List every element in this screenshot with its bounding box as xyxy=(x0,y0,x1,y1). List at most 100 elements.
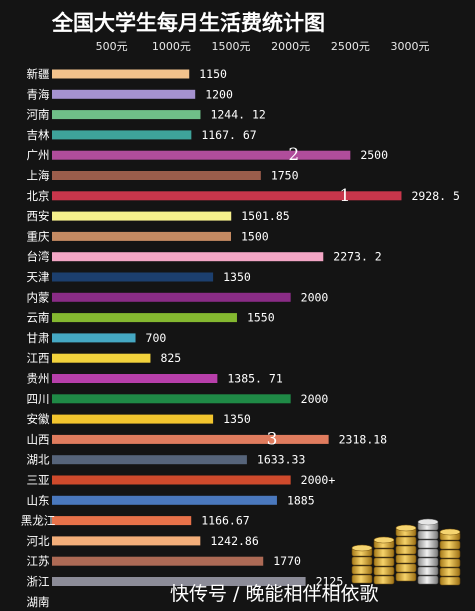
rank-annotations: 1 2 3 xyxy=(267,145,351,449)
category-label: 云南 xyxy=(27,311,50,325)
bar xyxy=(52,414,214,424)
bar xyxy=(52,150,351,160)
category-label: 北京 xyxy=(27,189,50,203)
value-label: 2125 xyxy=(316,575,344,589)
bar xyxy=(52,130,192,140)
category-label: 江西 xyxy=(27,351,50,365)
bar xyxy=(52,110,201,120)
coin-icon xyxy=(395,536,417,546)
value-label: 1385. 71 xyxy=(227,372,282,386)
coin-top-icon xyxy=(373,536,395,544)
category-label: 河北 xyxy=(27,534,50,548)
coin-icon xyxy=(351,556,373,566)
category-label: 山东 xyxy=(27,493,50,507)
rank-annotation: 1 xyxy=(339,186,350,206)
category-label: 江苏 xyxy=(27,554,50,568)
coin-icon xyxy=(417,530,439,540)
rank-annotation: 2 xyxy=(288,145,299,165)
value-label: 1885 xyxy=(287,493,315,507)
value-label: 2000 xyxy=(301,392,329,406)
value-label: 2500 xyxy=(360,148,388,162)
coin-icon xyxy=(373,566,395,576)
value-label: 1770 xyxy=(273,554,301,568)
coin-icon xyxy=(373,575,395,585)
value-label: 2273. 2 xyxy=(333,250,381,264)
value-label: 2000+ xyxy=(301,473,336,487)
category-label: 台湾 xyxy=(27,250,50,264)
coin-icon xyxy=(439,567,461,577)
category-label: 黑龙江 xyxy=(21,514,56,528)
value-label: 1350 xyxy=(223,270,251,284)
category-label: 山西 xyxy=(27,432,50,446)
bar xyxy=(52,191,402,201)
x-axis-ticks: 500元 1000元 1500元 2000元 2500元 3000元 xyxy=(96,40,430,53)
coin-icon xyxy=(351,565,373,575)
bars xyxy=(52,69,402,586)
value-label: 1750 xyxy=(271,169,299,183)
coin-icon xyxy=(395,563,417,573)
coin-stack-icon xyxy=(351,518,461,586)
coin-icon xyxy=(417,575,439,585)
bar xyxy=(52,353,151,363)
category-label: 四川 xyxy=(27,392,50,406)
bar xyxy=(52,171,261,180)
x-tick-label: 1500元 xyxy=(212,40,251,53)
category-label: 浙江 xyxy=(27,575,50,589)
bar xyxy=(52,69,190,79)
coin-icon xyxy=(439,549,461,559)
value-label: 1501.85 xyxy=(241,209,289,223)
chart-title: 全国大学生每月生活费统计图 xyxy=(51,11,325,35)
bar xyxy=(52,272,214,282)
coin-top-icon xyxy=(417,518,439,526)
category-label: 河南 xyxy=(27,108,50,122)
x-tick-label: 2000元 xyxy=(271,40,310,53)
value-label: 1350 xyxy=(223,412,251,426)
bar xyxy=(52,495,277,505)
category-labels: 新疆青海河南吉林广州上海北京西安重庆台湾天津内蒙云南甘肃江西贵州四川安徽山西湖北… xyxy=(21,67,56,609)
value-label: 825 xyxy=(160,351,181,365)
coin-icon xyxy=(417,548,439,558)
coin-icon xyxy=(351,574,373,584)
coin-icon xyxy=(395,545,417,555)
category-label: 湖北 xyxy=(27,453,50,467)
value-label: 1242.86 xyxy=(210,534,259,548)
x-tick-label: 2500元 xyxy=(331,40,370,53)
bar xyxy=(52,374,218,383)
bar xyxy=(52,455,247,465)
value-label: 1550 xyxy=(247,311,275,325)
value-label: 1633.33 xyxy=(257,453,306,467)
coin-icon xyxy=(395,572,417,582)
coin-icon xyxy=(417,566,439,576)
coin-icon xyxy=(395,554,417,564)
value-label: 700 xyxy=(146,331,167,345)
category-label: 新疆 xyxy=(27,67,50,81)
bar xyxy=(52,231,231,241)
value-label: 1200 xyxy=(205,87,233,101)
category-label: 甘肃 xyxy=(27,331,50,345)
category-label: 上海 xyxy=(27,169,50,183)
bar xyxy=(52,516,192,526)
value-label: 2928. 5 xyxy=(411,189,459,203)
category-label: 西安 xyxy=(27,209,50,223)
coin-top-icon xyxy=(439,528,461,536)
bar xyxy=(52,333,136,343)
category-label: 安徽 xyxy=(27,412,50,426)
category-label: 天津 xyxy=(27,270,50,284)
coin-icon xyxy=(373,548,395,558)
value-label: 1166.67 xyxy=(201,514,250,528)
bar xyxy=(52,556,264,566)
coin-icon xyxy=(417,557,439,567)
category-label: 重庆 xyxy=(27,229,50,243)
rank-annotation: 3 xyxy=(267,429,278,449)
bar xyxy=(52,252,324,262)
bar xyxy=(52,292,291,302)
watermark: 快传号 / 晚能相伴相依歌 xyxy=(170,583,378,605)
coin-icon xyxy=(417,539,439,549)
value-label: 1167. 67 xyxy=(201,128,256,142)
coin-icon xyxy=(439,558,461,568)
category-label: 湖南 xyxy=(27,595,50,609)
coin-top-icon xyxy=(395,524,417,532)
bar xyxy=(52,313,237,323)
